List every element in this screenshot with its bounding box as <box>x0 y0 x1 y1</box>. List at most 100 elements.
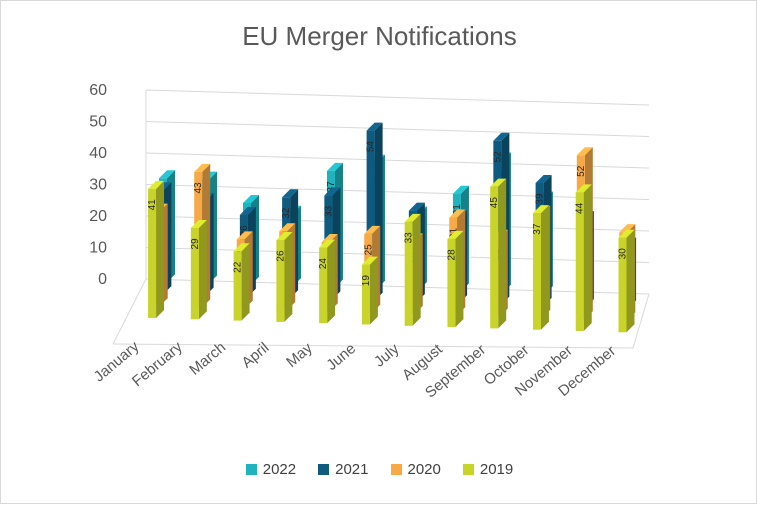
bar-top <box>532 205 549 214</box>
data-label: 43 <box>193 182 204 194</box>
bar-top <box>408 202 425 211</box>
bar-top <box>319 239 336 248</box>
gridline <box>145 121 650 137</box>
bar-side <box>455 230 464 328</box>
data-label: 39 <box>535 193 546 205</box>
bar-top <box>364 225 381 234</box>
bar-top <box>148 180 165 189</box>
bar-top <box>618 229 635 238</box>
legend-swatch <box>390 464 402 475</box>
legend-swatch <box>462 464 474 475</box>
data-label: 37 <box>326 181 337 193</box>
bar-2019-November <box>575 192 584 331</box>
y-tick-label: 60 <box>89 82 107 99</box>
bar-side <box>369 256 378 325</box>
data-label: 24 <box>318 258 329 270</box>
y-tick-label: 20 <box>89 208 107 225</box>
data-label: 22 <box>233 261 244 273</box>
data-label: 32 <box>281 207 292 219</box>
bar-top <box>404 213 421 222</box>
bar-2021-June <box>366 130 375 301</box>
bar-top <box>194 163 211 172</box>
y-tick-label: 40 <box>89 145 107 162</box>
bar-top <box>576 147 593 156</box>
data-label: 33 <box>323 205 334 217</box>
bar-top <box>361 256 378 265</box>
y-tick-label: 10 <box>89 240 107 257</box>
gridline <box>145 247 650 263</box>
data-label: 26 <box>239 225 250 237</box>
bar-side <box>156 180 165 318</box>
data-label: 41 <box>147 199 158 211</box>
data-label: 37 <box>532 223 543 235</box>
bar-top <box>239 206 256 215</box>
bar-2019-April <box>276 240 285 322</box>
legend-label: 2020 <box>407 461 441 478</box>
bar-side <box>241 243 250 321</box>
bar-top <box>575 184 592 193</box>
legend-label: 2021 <box>335 461 369 478</box>
gridline <box>145 278 650 295</box>
y-tick-label: 30 <box>89 177 107 194</box>
bar-2019-May <box>319 247 328 324</box>
legend-label: 2022 <box>262 461 297 478</box>
bar-top <box>242 194 259 203</box>
bar-side <box>198 219 207 320</box>
bar-top <box>449 209 466 218</box>
gridline <box>145 184 650 200</box>
bar-2019-August <box>447 238 456 328</box>
bar-side <box>327 239 336 324</box>
floor-left-edge <box>112 278 147 345</box>
legend-item: 2020 <box>390 461 441 478</box>
bar-top <box>321 233 338 242</box>
bar-2019-January <box>148 188 157 318</box>
bar-top <box>324 187 341 196</box>
data-label: 30 <box>618 248 629 260</box>
bar-side <box>498 178 507 329</box>
bar-top <box>366 122 383 131</box>
gridline <box>145 152 650 169</box>
bar-2019-September <box>490 186 499 329</box>
bar-top <box>236 231 253 240</box>
bar-2019-October <box>532 213 541 330</box>
bar-side <box>284 232 293 322</box>
bar-top <box>619 224 636 233</box>
bar-top <box>535 175 552 184</box>
chart-title: EU Merger Notifications <box>242 21 517 51</box>
data-label: 31 <box>452 204 463 216</box>
bar-side <box>540 205 549 330</box>
legend-swatch <box>245 464 257 475</box>
data-label: 52 <box>492 151 503 163</box>
legend-item: 2022 <box>245 461 297 478</box>
bar-top <box>490 178 507 187</box>
data-label: 25 <box>363 244 374 256</box>
legend: 2022 2021 2020 2019 <box>1 461 757 478</box>
legend-label: 2019 <box>479 461 514 478</box>
bar-2019-June <box>361 264 370 325</box>
bar-top <box>447 230 464 239</box>
x-tick-label: May <box>283 339 316 371</box>
data-label: 54 <box>366 141 377 153</box>
bar-side <box>412 213 421 326</box>
data-label: 19 <box>361 275 372 287</box>
bar-side <box>626 229 635 333</box>
floor-front-edge <box>112 343 634 349</box>
bar-top <box>276 232 293 240</box>
data-label: 52 <box>576 165 587 177</box>
legend-item: 2021 <box>318 461 369 478</box>
bar-2019-July <box>404 221 413 326</box>
data-label: 44 <box>575 202 586 214</box>
bar-2019-March <box>233 251 242 321</box>
data-label: 28 <box>446 249 457 261</box>
data-label: 26 <box>275 250 286 262</box>
bar-top <box>159 170 176 179</box>
bar-top <box>326 162 343 171</box>
y-tick-label: 50 <box>89 114 107 131</box>
x-tick-label: June <box>323 340 359 374</box>
floor-right-edge <box>632 293 650 349</box>
bar-top <box>233 243 250 252</box>
x-tick-label: July <box>371 340 403 370</box>
bar-top <box>279 223 296 232</box>
